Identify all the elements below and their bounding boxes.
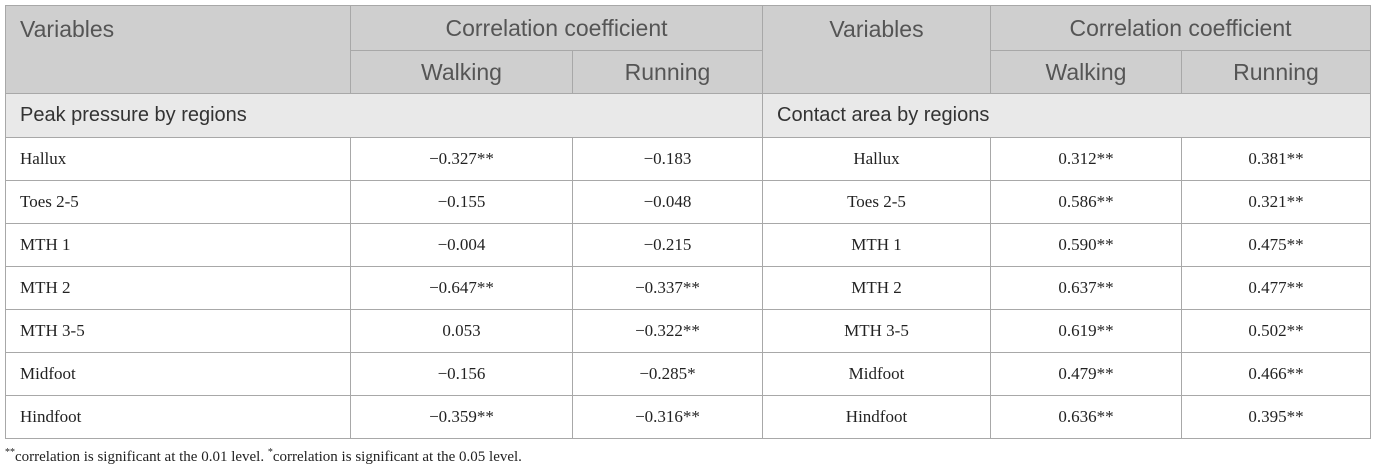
value-cell: 0.590** <box>990 223 1182 267</box>
value-cell: −0.215 <box>572 223 763 267</box>
variable-cell: Midfoot <box>762 352 991 396</box>
value-cell: 0.479** <box>990 352 1182 396</box>
data-row: Toes 2-5 −0.155 −0.048 Toes 2-5 0.586** 0.321… <box>5 180 1371 224</box>
variable-cell: MTH 2 <box>5 266 351 310</box>
header-cell: Variables <box>762 5 991 94</box>
variable-cell: MTH 3-5 <box>5 309 351 353</box>
data-row: MTH 3-5 0.053 −0.322** MTH 3-5 0.619** 0.502*… <box>5 309 1371 353</box>
variable-cell: Hallux <box>762 137 991 181</box>
value-cell: 0.475** <box>1181 223 1371 267</box>
value-cell: −0.337** <box>572 266 763 310</box>
header-cell: Walking <box>350 50 573 94</box>
variable-cell: MTH 1 <box>5 223 351 267</box>
header-cell: Walking <box>990 50 1182 94</box>
value-cell: 0.321** <box>1181 180 1371 224</box>
header-cell: Running <box>1181 50 1371 94</box>
value-cell: −0.647** <box>350 266 573 310</box>
value-cell: −0.004 <box>350 223 573 267</box>
section-cell: Contact area by regions <box>762 93 1371 138</box>
value-cell: −0.285* <box>572 352 763 396</box>
header-cell: Running <box>572 50 763 94</box>
variable-cell: MTH 2 <box>762 266 991 310</box>
variable-cell: Toes 2-5 <box>762 180 991 224</box>
value-cell: 0.053 <box>350 309 573 353</box>
header-cell: Correlation coefficient <box>350 5 763 51</box>
value-cell: 0.466** <box>1181 352 1371 396</box>
value-cell: 0.502** <box>1181 309 1371 353</box>
value-cell: −0.316** <box>572 395 763 439</box>
value-cell: 0.312** <box>990 137 1182 181</box>
section-row: Peak pressure by regions Contact area by… <box>5 93 1371 138</box>
value-cell: 0.637** <box>990 266 1182 310</box>
data-row: Midfoot −0.156 −0.285* Midfoot 0.479** 0.466*… <box>5 352 1371 396</box>
variable-cell: MTH 1 <box>762 223 991 267</box>
variable-cell: Toes 2-5 <box>5 180 351 224</box>
value-cell: −0.359** <box>350 395 573 439</box>
footnote-text: correlation is significant at the 0.01 l… <box>15 449 268 465</box>
value-cell: 0.636** <box>990 395 1182 439</box>
footnote-text: correlation is significant at the 0.05 l… <box>272 449 522 465</box>
variable-cell: Hindfoot <box>762 395 991 439</box>
value-cell: −0.322** <box>572 309 763 353</box>
header-cell: Variables <box>5 5 351 94</box>
value-cell: −0.155 <box>350 180 573 224</box>
value-cell: 0.619** <box>990 309 1182 353</box>
value-cell: −0.048 <box>572 180 763 224</box>
variable-cell: Midfoot <box>5 352 351 396</box>
variable-cell: Hallux <box>5 137 351 181</box>
data-row: MTH 1 −0.004 −0.215 MTH 1 0.590** 0.475** <box>5 223 1371 267</box>
data-row: Hindfoot −0.359** −0.316** Hindfoot 0.636** 0… <box>5 395 1371 439</box>
header-cell: Correlation coefficient <box>990 5 1371 51</box>
footnote-mark: ** <box>5 447 15 458</box>
variable-cell: MTH 3-5 <box>762 309 991 353</box>
section-cell: Peak pressure by regions <box>5 93 763 138</box>
value-cell: −0.327** <box>350 137 573 181</box>
data-row: MTH 2 −0.647** −0.337** MTH 2 0.637** 0.477** <box>5 266 1371 310</box>
data-row: Hallux −0.327** −0.183 Hallux 0.312** 0.381** <box>5 137 1371 181</box>
table-container: Variables Correlation coefficient Variab… <box>5 5 1371 439</box>
header-row: Variables Correlation coefficient Variab… <box>5 5 1371 94</box>
value-cell: 0.395** <box>1181 395 1371 439</box>
header-row: Walking Running Walking Running <box>6 50 1371 94</box>
footnote: **correlation is significant at the 0.01… <box>5 447 522 466</box>
value-cell: −0.156 <box>350 352 573 396</box>
variable-cell: Hindfoot <box>5 395 351 439</box>
table: Variables Correlation coefficient Variab… <box>5 5 1371 439</box>
value-cell: −0.183 <box>572 137 763 181</box>
value-cell: 0.586** <box>990 180 1182 224</box>
value-cell: 0.381** <box>1181 137 1371 181</box>
footnote-mark: * <box>267 447 273 458</box>
value-cell: 0.477** <box>1181 266 1371 310</box>
